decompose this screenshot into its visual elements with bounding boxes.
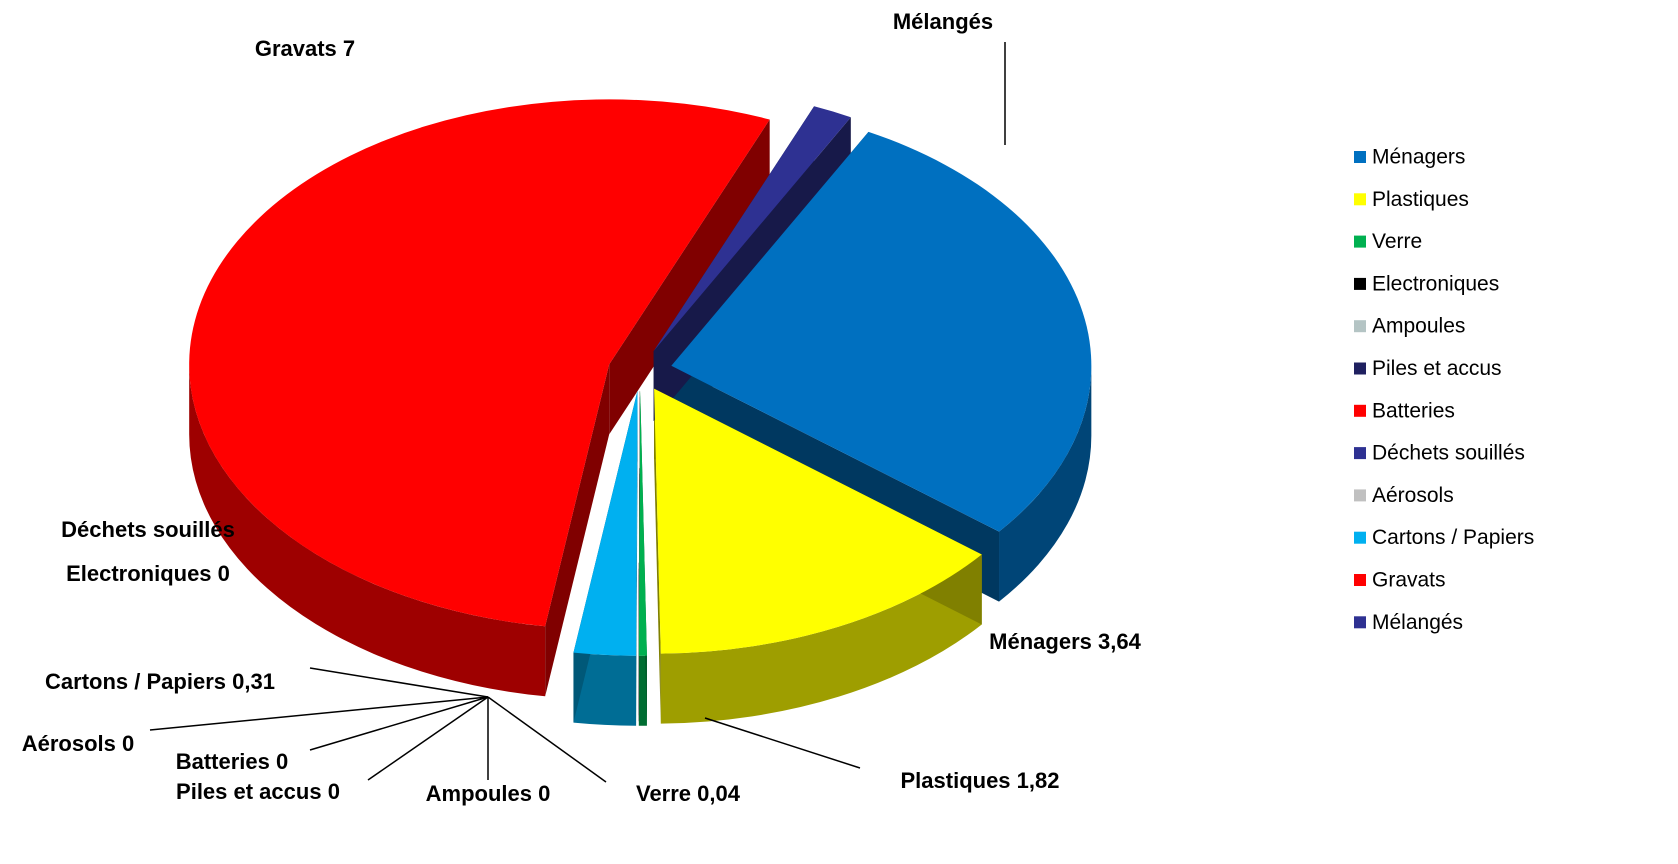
data-label: Plastiques 1,82 — [901, 768, 1060, 793]
legend-label: Electroniques — [1372, 272, 1499, 295]
data-label: Aérosols 0 — [22, 731, 135, 756]
leader-line — [704, 717, 861, 769]
legend-swatch — [1354, 447, 1366, 460]
data-label-name: Aérosols — [22, 731, 116, 756]
data-label-value: 0 — [218, 561, 230, 586]
data-label-name: Batteries — [176, 749, 270, 774]
data-label: Batteries 0 — [176, 749, 289, 774]
slice-wall — [609, 119, 770, 435]
data-label: Déchets souillés — [61, 517, 235, 542]
legend-label: Batteries — [1372, 399, 1455, 422]
leader-line — [309, 667, 489, 698]
legend-swatch — [1354, 404, 1366, 417]
legend-swatch — [1354, 531, 1366, 544]
legend-swatch — [1354, 489, 1366, 502]
slice-wall — [636, 390, 638, 726]
slice — [671, 131, 1092, 532]
legend-swatch — [1354, 235, 1366, 248]
legend-swatch — [1354, 320, 1366, 333]
data-label: Ampoules 0 — [426, 781, 551, 806]
slice-side — [638, 655, 647, 726]
data-label: Piles et accus 0 — [176, 779, 340, 804]
data-label-value: 0 — [276, 749, 288, 774]
data-label-value: 0,04 — [697, 781, 741, 806]
legend-label: Verre — [1372, 230, 1422, 253]
data-label-value: 7 — [343, 36, 355, 61]
slice-wall — [638, 390, 640, 726]
data-label: Gravats 7 — [255, 36, 355, 61]
legend-label: Plastiques — [1372, 188, 1469, 211]
data-label-name: Electroniques — [66, 561, 211, 586]
data-label-value: 0 — [328, 779, 340, 804]
data-label: Cartons / Papiers 0,31 — [45, 669, 275, 694]
data-label: Electroniques 0 — [66, 561, 230, 586]
slice — [654, 388, 982, 654]
slice-side — [660, 554, 982, 724]
legend-swatch — [1354, 277, 1366, 290]
data-label-name: Piles et accus — [176, 779, 322, 804]
data-label-value: 0 — [122, 731, 134, 756]
legend-label: Déchets souillés — [1372, 442, 1525, 465]
slice — [653, 106, 851, 352]
data-label-name: Ampoules — [426, 781, 532, 806]
legend-label: Cartons / Papiers — [1372, 526, 1534, 549]
slice-wall — [654, 388, 661, 724]
data-label-name: Cartons / Papiers — [45, 669, 226, 694]
legend-label: Gravats — [1372, 569, 1446, 592]
data-label-value: 0,31 — [232, 669, 275, 694]
legend-swatch — [1354, 151, 1366, 163]
legend-swatch — [1354, 193, 1366, 206]
data-label-name: Plastiques — [901, 768, 1011, 793]
data-label: Mélangés — [893, 9, 993, 34]
data-label-value: 3,64 — [1098, 629, 1142, 654]
slice — [189, 99, 770, 627]
legend-swatch — [1354, 616, 1366, 629]
leader-line — [487, 696, 607, 783]
data-label: Verre 0,04 — [636, 781, 741, 806]
data-label-name: Mélangés — [893, 9, 993, 34]
data-label: Ménagers 3,64 — [989, 629, 1141, 654]
slice — [638, 390, 647, 656]
legend-label: Aérosols — [1372, 484, 1454, 507]
legend-label: Ampoules — [1372, 315, 1465, 338]
slice-side — [999, 365, 1092, 602]
data-label-name: Verre — [636, 781, 691, 806]
data-label-name: Ménagers — [989, 629, 1092, 654]
slice-wall — [545, 364, 610, 697]
legend-label: Mélangés — [1372, 611, 1463, 634]
data-label-name: Gravats — [255, 36, 337, 61]
legend-label: Ménagers — [1372, 146, 1465, 169]
slice-tops — [189, 99, 1092, 656]
leader-line — [309, 696, 489, 751]
leader-line — [149, 696, 489, 731]
data-label-value: 0 — [538, 781, 550, 806]
slice — [573, 390, 638, 656]
slice-side — [189, 364, 546, 697]
legend-swatch — [1354, 574, 1366, 586]
data-label-value: 1,82 — [1017, 768, 1060, 793]
leader-line — [367, 696, 489, 781]
legend-label: Piles et accus — [1372, 357, 1502, 380]
legend-swatch — [1354, 362, 1366, 375]
slice-side — [573, 652, 637, 726]
data-label-name: Déchets souillés — [61, 517, 235, 542]
